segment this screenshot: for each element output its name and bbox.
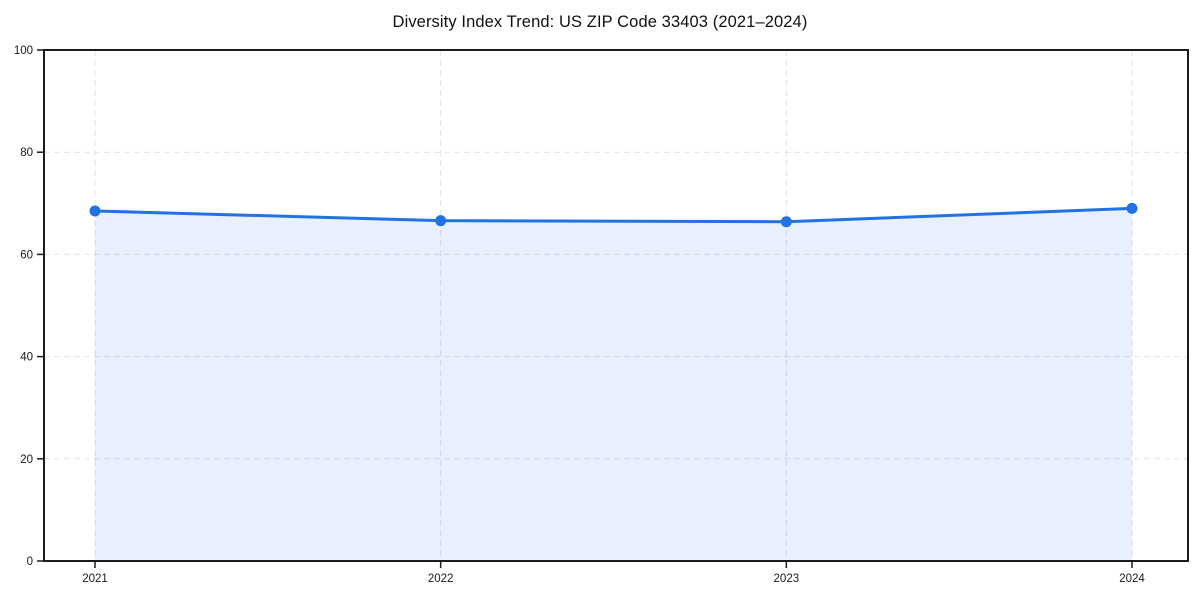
chart-title: Diversity Index Trend: US ZIP Code 33403…	[392, 13, 808, 31]
area-fill	[95, 208, 1132, 561]
x-tick-label-2021: 2021	[82, 573, 108, 585]
y-tick-label-0: 0	[27, 556, 33, 568]
x-tick-label-2022: 2022	[428, 573, 454, 585]
y-tick-label-60: 60	[20, 249, 33, 261]
data-point-2022	[435, 215, 447, 227]
data-point-2023	[780, 216, 792, 228]
x-tick-label-2023: 2023	[774, 573, 800, 585]
y-tick-label-100: 100	[14, 45, 33, 57]
x-tick-label-2024: 2024	[1119, 573, 1145, 585]
plot-border	[43, 49, 1189, 562]
trend-line	[93, 206, 1134, 224]
y-tick-label-20: 20	[20, 454, 33, 466]
data-point-2021	[89, 205, 101, 217]
data-point-2024	[1126, 202, 1138, 214]
y-tick-label-80: 80	[20, 147, 33, 159]
y-tick-label-40: 40	[20, 352, 33, 364]
